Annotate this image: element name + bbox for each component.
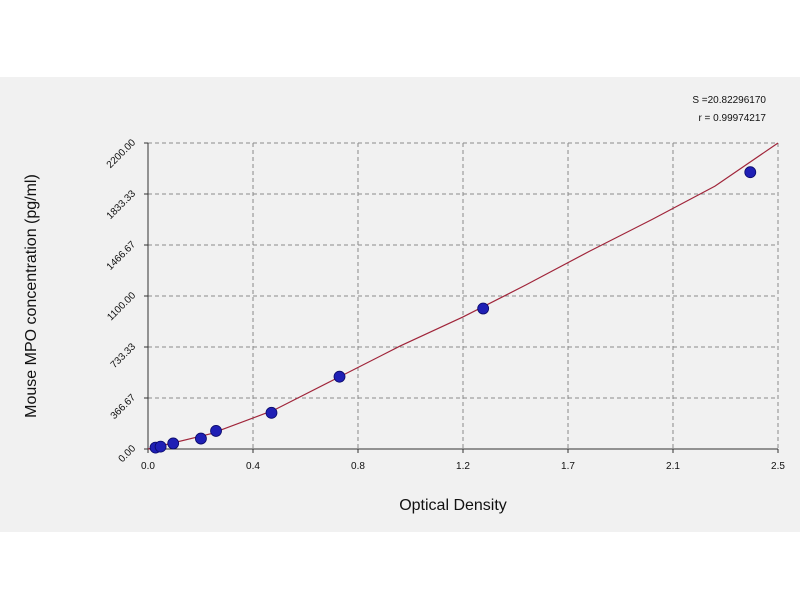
y-tick-label: 1466.67: [105, 239, 139, 273]
data-point: [265, 406, 278, 419]
data-point: [744, 166, 757, 179]
data-point: [167, 437, 180, 450]
data-point: [195, 432, 207, 445]
fit-curve: [147, 142, 779, 450]
y-tick-label: 1100.00: [105, 290, 138, 323]
x-tick-label: 0.0: [141, 461, 155, 472]
x-axis-title: Optical Density: [399, 497, 507, 514]
x-tick-label: 0.8: [351, 461, 365, 472]
x-tick-labels: 0.0 0.4 0.8 1.2 1.7 2.1 2.5: [141, 449, 785, 472]
stat-r-value: r = 0.99974217: [698, 113, 766, 124]
y-tick-labels: 0.00 366.67 733.33 1100.00 1466.67 1833.33 220…: [105, 137, 148, 465]
x-tick-label: 1.2: [456, 461, 470, 472]
data-points: [149, 166, 757, 454]
x-tick-label: 1.7: [561, 461, 575, 472]
x-tick-label: 2.1: [666, 461, 680, 472]
x-tick-label: 2.5: [771, 461, 785, 472]
y-tick-label: 0.00: [117, 443, 139, 465]
stat-s-value: S =20.82296170: [692, 95, 766, 106]
y-tick-label: 1833.33: [105, 188, 139, 222]
y-tick-label: 2200.00: [105, 137, 139, 171]
chart-figure: 0.0 0.4 0.8 1.2 1.7 2.1 2.5 0.00 366.67 733.33 11…: [0, 77, 800, 532]
data-point: [210, 425, 222, 437]
data-point: [333, 370, 346, 383]
grid-lines: [148, 142, 779, 449]
data-point: [154, 440, 167, 453]
y-tick-label: 733.33: [109, 341, 139, 371]
x-tick-label: 0.4: [246, 461, 260, 472]
y-tick-label: 366.67: [109, 392, 139, 422]
y-axis-title: Mouse MPO concentration (pg/ml): [23, 174, 40, 418]
chart-svg: 0.0 0.4 0.8 1.2 1.7 2.1 2.5 0.00 366.67 733.33 11…: [23, 95, 785, 514]
data-point: [477, 302, 490, 315]
